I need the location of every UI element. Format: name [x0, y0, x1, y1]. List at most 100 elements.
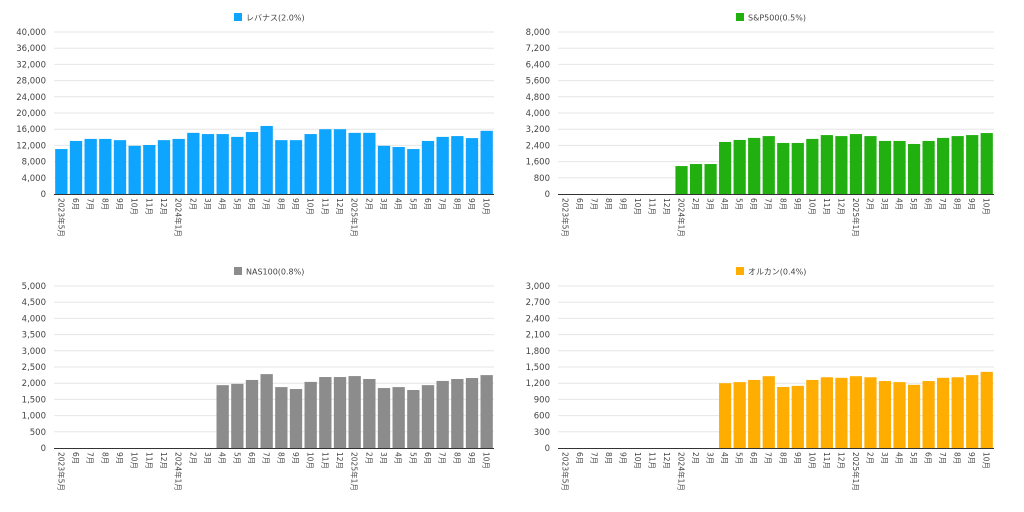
bar	[907, 384, 921, 448]
x-tick-label: 12月	[335, 198, 344, 215]
y-tick-label: 3,000	[526, 282, 550, 292]
x-tick-label: 2月	[691, 198, 700, 210]
bar	[245, 379, 259, 448]
y-tick-label: 2,000	[22, 379, 46, 389]
x-tick-label: 8月	[276, 452, 285, 464]
x-tick-label: 9月	[115, 452, 124, 464]
x-tick-label: 3月	[379, 198, 388, 210]
y-tick-label: 0	[545, 190, 550, 200]
bar	[201, 134, 215, 194]
x-tick-label: 10月	[482, 452, 491, 469]
bar	[465, 378, 479, 448]
bar	[289, 140, 303, 194]
x-tick-label: 4月	[394, 452, 403, 464]
bar	[719, 383, 732, 448]
x-axis: 2023年5月 6月 7月 8月 9月 10月 11月 12月 2024年1月 2月 3月 4月 5月 6…	[56, 452, 490, 491]
x-tick-label: 10月	[982, 452, 991, 469]
bar	[172, 138, 185, 194]
y-tick-label: 0	[41, 190, 46, 200]
bar	[762, 136, 775, 194]
y-tick-label: 4,500	[22, 298, 46, 308]
x-tick-label: 4月	[895, 198, 904, 210]
x-axis: 2023年5月 6月 7月 8月 9月 10月 11月 12月 2024年1月 2月 3月 4月 5月 6…	[56, 198, 490, 237]
y-tick-label: 2,700	[526, 298, 550, 308]
x-tick-label: 3月	[706, 452, 715, 464]
x-tick-label: 12月	[662, 198, 671, 215]
bar	[157, 140, 171, 194]
x-tick-label: 12月	[662, 452, 671, 469]
x-tick-label: 8月	[452, 452, 461, 464]
y-tick-label: 4,000	[22, 314, 46, 324]
x-tick-label: 5月	[909, 452, 918, 464]
bar	[99, 138, 112, 194]
x-tick-label: 5月	[408, 198, 417, 210]
x-tick-label: 8月	[604, 452, 613, 464]
x-tick-label: 8月	[953, 198, 962, 210]
x-tick-label: 8月	[276, 198, 285, 210]
bars	[675, 133, 993, 194]
y-tick-label: 900	[534, 395, 550, 405]
x-tick-label: 3月	[880, 198, 889, 210]
bar	[128, 145, 141, 194]
bar	[733, 382, 746, 448]
bar	[231, 136, 244, 194]
x-tick-label: 2025年1月	[350, 452, 360, 491]
legend-label: S&P500(0.5%)	[748, 14, 806, 23]
x-tick-label: 10月	[982, 198, 991, 215]
x-tick-label: 2月	[691, 452, 700, 464]
bar	[849, 134, 863, 194]
y-axis: 0 500 1,000 1,500 2,000 2,500 3,000 3,500 4,000 4…	[22, 282, 494, 454]
y-tick-label: 5,600	[526, 77, 550, 87]
bar	[864, 136, 877, 194]
x-tick-label: 9月	[467, 452, 476, 464]
bar	[748, 379, 761, 448]
bar	[363, 378, 376, 448]
x-tick-label: 10月	[807, 198, 816, 215]
x-tick-label: 11月	[647, 198, 656, 215]
x-tick-label: 6月	[575, 198, 584, 210]
x-tick-label: 11月	[647, 452, 656, 469]
x-tick-label: 10月	[306, 452, 315, 469]
y-tick-label: 1,600	[526, 158, 550, 168]
x-tick-label: 12月	[836, 198, 845, 215]
x-tick-label: 9月	[967, 452, 976, 464]
bar	[791, 142, 804, 194]
bar	[937, 377, 950, 448]
legend-swatch	[234, 13, 242, 21]
bar	[733, 139, 746, 194]
x-tick-label: 7月	[589, 452, 598, 464]
x-tick-label: 2024年1月	[677, 452, 687, 491]
x-tick-label: 5月	[735, 198, 744, 210]
x-tick-label: 6月	[924, 198, 933, 210]
x-tick-label: 10月	[633, 452, 642, 469]
y-tick-label: 40,000	[16, 28, 46, 38]
x-tick-label: 10月	[633, 198, 642, 215]
x-tick-label: 2月	[188, 452, 197, 464]
x-tick-label: 7月	[589, 198, 598, 210]
x-tick-label: 12月	[335, 452, 344, 469]
x-tick-label: 2023年5月	[560, 452, 570, 491]
x-tick-label: 5月	[408, 452, 417, 464]
x-tick-label: 6月	[423, 198, 432, 210]
bar	[304, 134, 317, 194]
bar	[275, 140, 288, 194]
x-tick-label: 2025年1月	[350, 198, 360, 237]
x-tick-label: 7月	[262, 198, 271, 210]
legend-swatch	[234, 267, 242, 275]
legend-label: レバナス(2.0%)	[246, 14, 305, 23]
bar	[260, 125, 273, 194]
x-tick-label: 11月	[320, 198, 329, 215]
bar	[480, 130, 493, 194]
bar	[835, 136, 848, 194]
bar	[451, 136, 464, 194]
x-tick-label: 4月	[218, 198, 227, 210]
bar	[777, 142, 790, 194]
y-tick-label: 7,200	[526, 44, 550, 54]
y-tick-label: 3,000	[22, 347, 46, 357]
bar	[849, 376, 863, 448]
bar	[84, 138, 97, 194]
bar	[377, 388, 391, 448]
bar	[363, 132, 376, 194]
legend-swatch	[736, 13, 744, 21]
